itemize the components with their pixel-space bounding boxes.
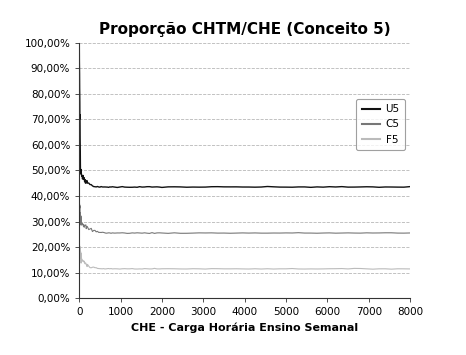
C5	[152, 231, 158, 235]
X-axis label: CHE - Carga Horária Ensino Semanal: CHE - Carga Horária Ensino Semanal	[131, 323, 358, 333]
C5	[178, 231, 183, 235]
F5	[389, 267, 394, 271]
U5	[77, 143, 83, 148]
U5	[149, 185, 155, 189]
C5	[77, 213, 83, 217]
F5	[80, 259, 86, 263]
Line: U5: U5	[79, 43, 410, 187]
F5	[77, 242, 82, 247]
U5	[364, 185, 370, 189]
C5	[80, 222, 86, 226]
C5	[147, 231, 152, 236]
F5	[171, 267, 177, 271]
F5	[149, 267, 155, 271]
C5	[407, 231, 413, 235]
U5	[171, 185, 177, 189]
U5	[80, 177, 85, 181]
F5	[364, 267, 370, 271]
U5	[407, 185, 413, 189]
F5	[100, 267, 105, 271]
C5	[76, 202, 82, 206]
F5	[77, 251, 83, 256]
Legend: U5, C5, F5: U5, C5, F5	[356, 99, 405, 150]
C5	[370, 231, 376, 235]
F5	[76, 245, 82, 249]
Line: C5: C5	[79, 203, 410, 234]
C5	[77, 201, 82, 206]
U5	[98, 185, 104, 189]
C5	[100, 230, 105, 234]
Title: Proporção CHTM/CHE (Conceito 5): Proporção CHTM/CHE (Conceito 5)	[99, 22, 391, 37]
F5	[407, 267, 413, 271]
U5	[115, 185, 120, 190]
U5	[76, 40, 82, 45]
Line: F5: F5	[79, 245, 410, 269]
